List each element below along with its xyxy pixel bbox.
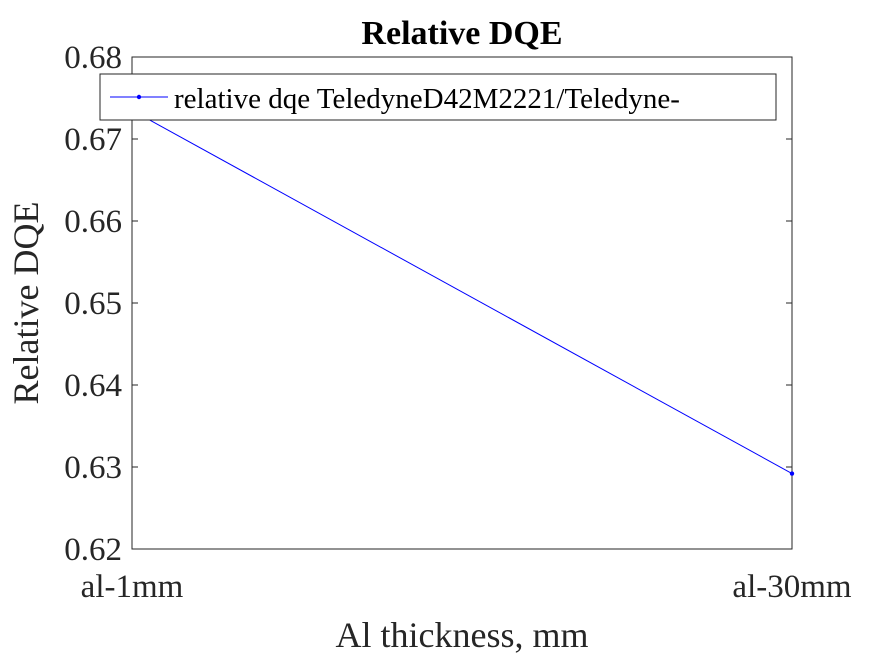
y-tick-label: 0.64: [64, 368, 122, 404]
y-axis-ticks: [132, 56, 792, 550]
x-axis-label: Al thickness, mm: [336, 615, 589, 655]
chart-title: Relative DQE: [361, 15, 562, 52]
y-tick-label: 0.62: [64, 532, 122, 568]
y-tick-label: 0.63: [64, 450, 122, 486]
plot-area: [129, 56, 795, 550]
x-axis-tick-labels: al-1mm al-30mm: [81, 569, 852, 605]
y-axis-tick-labels: 0.62 0.63 0.64 0.65 0.66 0.67 0.68: [64, 40, 122, 568]
legend-entry-label: relative dqe TeledyneD42M2221/Teledyne-: [174, 83, 680, 115]
y-tick-label: 0.67: [64, 122, 122, 158]
y-axis-label: Relative DQE: [6, 202, 46, 405]
x-axis-ticks: [131, 57, 793, 549]
y-tick-label: 0.66: [64, 204, 122, 240]
data-point: [789, 471, 795, 476]
y-tick-label: 0.65: [64, 286, 122, 322]
plot-frame: [131, 56, 793, 550]
legend: relative dqe TeledyneD42M2221/Teledyne-: [99, 73, 777, 121]
x-tick-label: al-1mm: [81, 569, 184, 605]
y-tick-label: 0.68: [64, 40, 122, 76]
series-line: [131, 109, 793, 474]
legend-box: [99, 73, 777, 121]
legend-marker-sample: [136, 94, 142, 100]
x-tick-label: al-30mm: [732, 569, 851, 605]
